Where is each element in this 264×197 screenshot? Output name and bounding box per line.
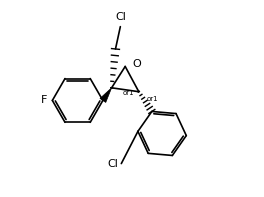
Polygon shape — [100, 88, 112, 102]
Text: or1: or1 — [122, 90, 134, 96]
Text: or1: or1 — [147, 97, 158, 102]
Text: Cl: Cl — [107, 159, 119, 169]
Text: Cl: Cl — [115, 12, 126, 22]
Text: F: F — [41, 95, 48, 105]
Text: O: O — [132, 59, 141, 69]
